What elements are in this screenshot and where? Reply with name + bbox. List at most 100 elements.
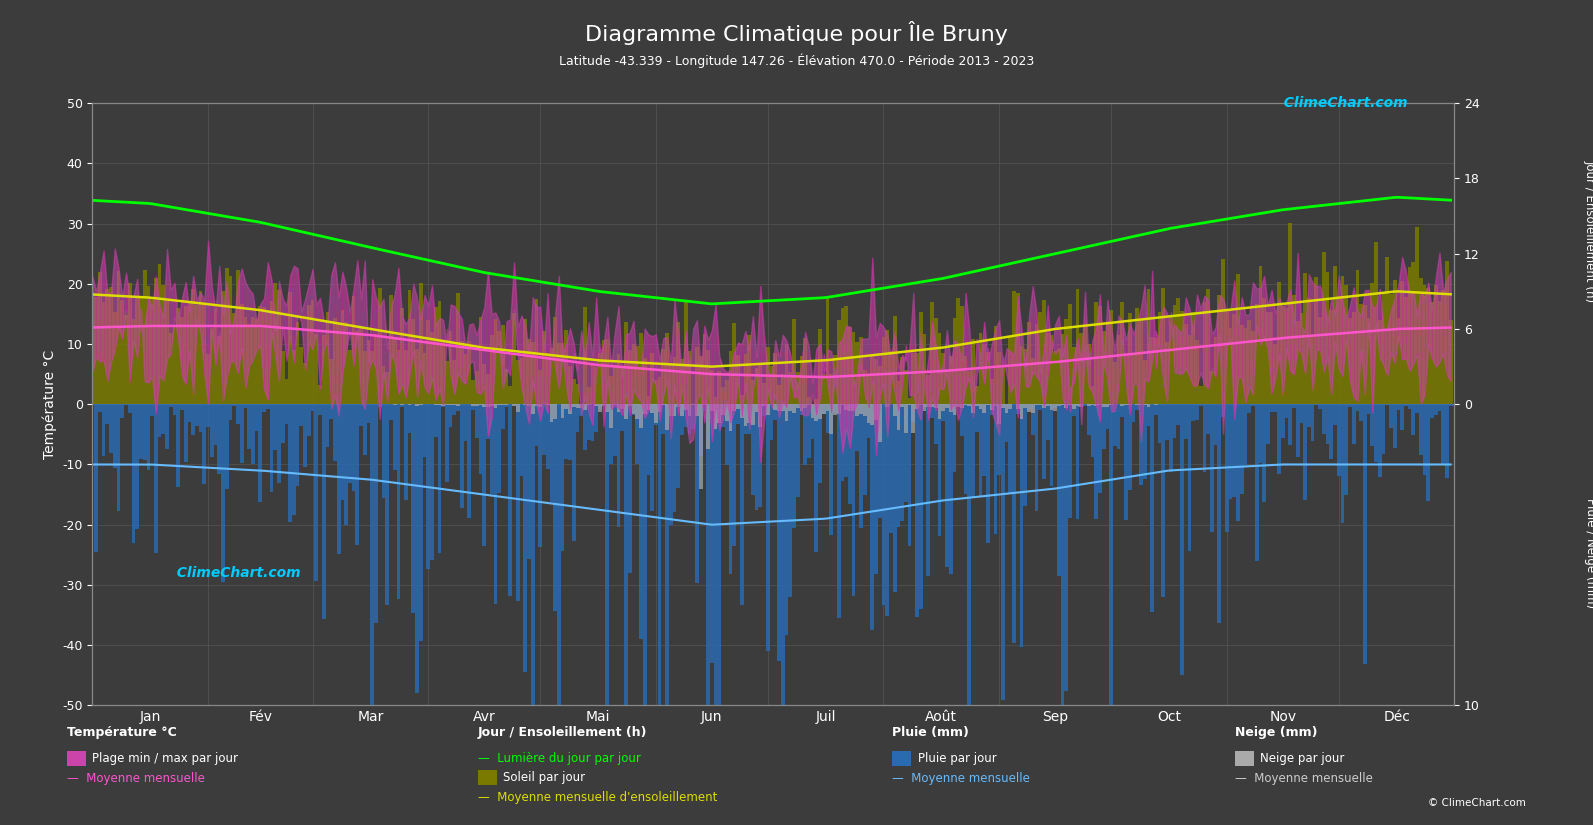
Bar [892,404,897,592]
Bar [594,367,597,404]
Bar [314,334,319,404]
Bar [774,352,777,404]
Bar [750,404,755,495]
Text: © ClimeChart.com: © ClimeChart.com [1429,798,1526,808]
Bar [1069,404,1072,518]
Bar [266,404,269,409]
Bar [1375,242,1378,404]
Bar [725,380,728,404]
Bar [1131,355,1136,404]
Bar [1086,344,1091,404]
Bar [1278,404,1281,474]
Bar [733,404,736,546]
Bar [127,404,132,413]
Bar [736,404,739,409]
Text: Pluie par jour: Pluie par jour [918,752,996,765]
Bar [978,404,983,497]
Bar [1158,313,1161,404]
Bar [1150,337,1153,404]
Bar [691,404,695,406]
Bar [972,404,975,497]
Bar [878,404,881,518]
Bar [183,404,188,462]
Bar [855,404,859,451]
Bar [378,404,382,408]
Bar [91,404,94,405]
Bar [464,354,467,404]
Bar [777,404,781,411]
Bar [666,404,669,732]
Bar [177,404,180,487]
Bar [199,291,202,404]
Bar [875,404,878,574]
Bar [1184,323,1188,404]
Bar [852,332,855,404]
Bar [803,404,808,408]
Bar [166,404,169,449]
Bar [113,404,116,468]
Bar [636,404,639,464]
Bar [796,404,800,497]
Bar [166,299,169,404]
Bar [953,318,956,404]
Bar [1023,404,1027,506]
Bar [1437,301,1442,404]
Bar [285,404,288,423]
Bar [989,380,994,404]
Bar [150,404,155,416]
Bar [636,404,639,419]
Bar [1114,361,1117,404]
Bar [94,404,99,552]
Bar [602,404,605,406]
Bar [728,351,733,404]
Bar [755,404,758,511]
Bar [1164,342,1169,404]
Bar [1153,404,1158,416]
Bar [1072,404,1075,408]
Bar [472,404,475,410]
Bar [1262,404,1266,502]
Bar [177,309,180,404]
Bar [1319,404,1322,408]
Bar [983,404,986,412]
Bar [393,404,397,470]
Bar [631,344,636,404]
Bar [1367,404,1370,413]
Bar [766,347,769,404]
Bar [774,404,777,421]
Bar [502,325,505,404]
Bar [1255,304,1258,404]
Bar [722,404,725,415]
Bar [1359,404,1364,421]
Bar [1080,404,1083,406]
Bar [241,404,244,463]
Bar [796,372,800,404]
Bar [438,404,441,554]
Bar [1005,404,1008,413]
Bar [352,296,355,404]
Bar [121,404,124,418]
Bar [139,404,143,459]
Bar [155,404,158,553]
Bar [808,404,811,405]
Bar [789,404,792,597]
Bar [1106,404,1109,428]
Bar [597,404,602,412]
Bar [677,322,680,404]
Bar [1180,310,1184,404]
Bar [688,351,691,404]
Bar [561,404,564,418]
Bar [781,374,785,404]
Bar [155,278,158,404]
Bar [188,300,191,404]
Bar [986,351,989,404]
Bar [1109,310,1114,404]
Text: Jour / Ensoleillement (h): Jour / Ensoleillement (h) [478,726,647,739]
Bar [516,404,519,601]
Bar [1200,386,1203,404]
Bar [814,399,819,404]
Bar [878,404,881,442]
Bar [1284,404,1289,417]
Bar [875,359,878,404]
Bar [658,404,661,412]
